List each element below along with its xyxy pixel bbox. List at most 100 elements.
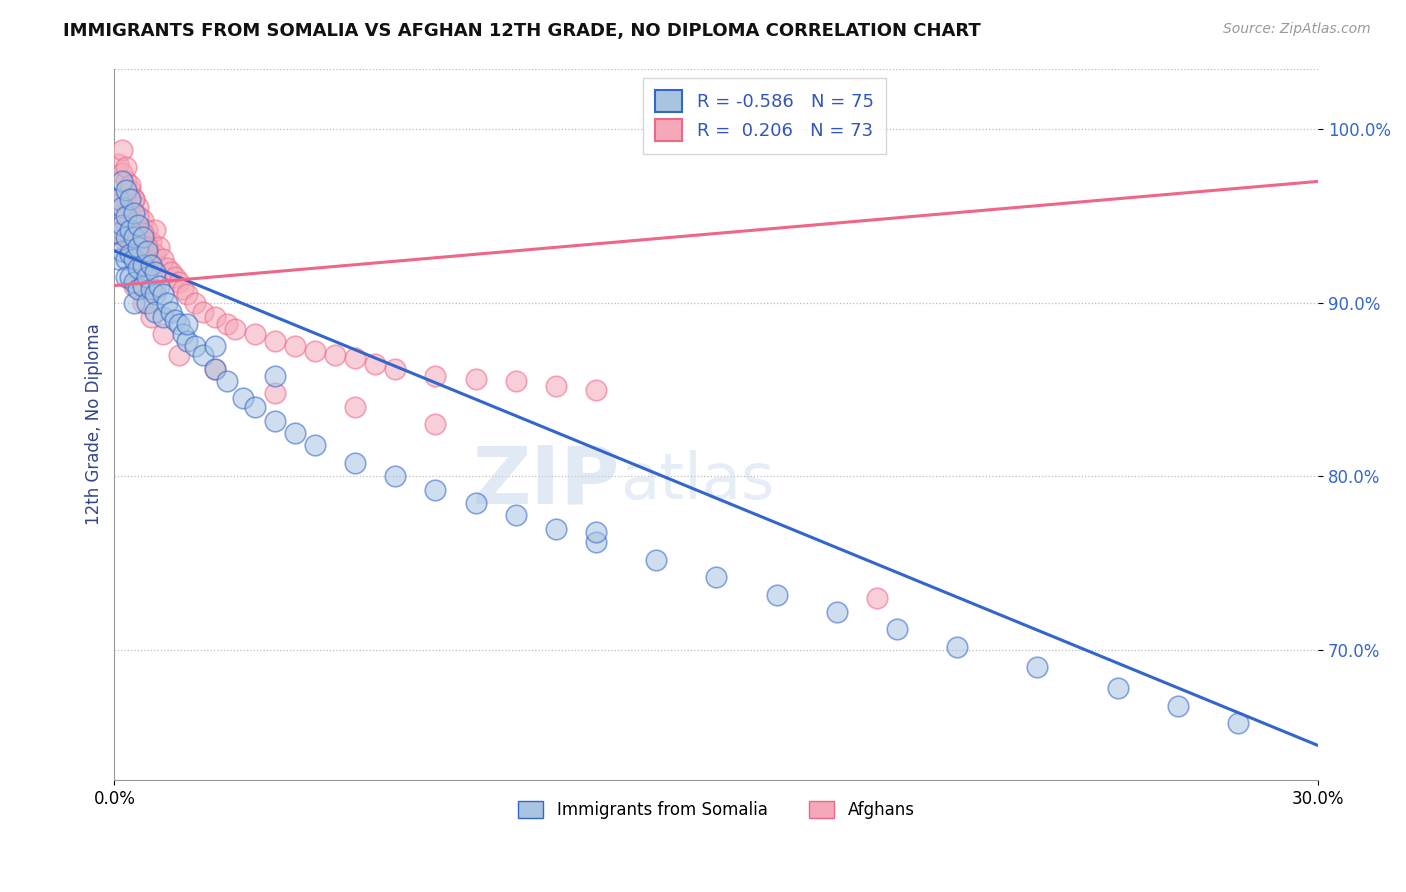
Point	[127, 261, 149, 276]
Point	[127, 201, 149, 215]
Point	[167, 317, 190, 331]
Point	[107, 192, 129, 206]
Point	[765, 588, 787, 602]
Point	[131, 212, 153, 227]
Point	[264, 386, 287, 401]
Point	[107, 252, 129, 267]
Point	[143, 287, 166, 301]
Point	[111, 218, 134, 232]
Point	[131, 296, 153, 310]
Point	[143, 265, 166, 279]
Point	[204, 362, 226, 376]
Point	[585, 383, 607, 397]
Y-axis label: 12th Grade, No Diploma: 12th Grade, No Diploma	[86, 324, 103, 525]
Point	[120, 223, 142, 237]
Point	[264, 334, 287, 348]
Point	[364, 357, 387, 371]
Point	[344, 351, 367, 366]
Text: ZIP: ZIP	[472, 442, 620, 520]
Point	[585, 535, 607, 549]
Point	[111, 201, 134, 215]
Point	[124, 247, 146, 261]
Point	[384, 362, 406, 376]
Point	[115, 269, 138, 284]
Point	[124, 223, 146, 237]
Point	[127, 282, 149, 296]
Point	[148, 240, 170, 254]
Point	[163, 313, 186, 327]
Point	[148, 278, 170, 293]
Point	[111, 195, 134, 210]
Point	[152, 310, 174, 324]
Point	[124, 278, 146, 293]
Text: Source: ZipAtlas.com: Source: ZipAtlas.com	[1223, 22, 1371, 37]
Point	[120, 192, 142, 206]
Point	[825, 605, 848, 619]
Point	[344, 400, 367, 414]
Point	[115, 183, 138, 197]
Point	[284, 339, 307, 353]
Point	[172, 282, 194, 296]
Point	[127, 209, 149, 223]
Point	[131, 278, 153, 293]
Point	[107, 157, 129, 171]
Point	[124, 192, 146, 206]
Point	[425, 368, 447, 383]
Point	[115, 230, 138, 244]
Point	[131, 258, 153, 272]
Point	[866, 591, 889, 605]
Point	[120, 247, 142, 261]
Point	[204, 362, 226, 376]
Point	[224, 322, 246, 336]
Point	[120, 269, 142, 284]
Point	[159, 265, 181, 279]
Point	[232, 392, 254, 406]
Point	[115, 218, 138, 232]
Point	[135, 296, 157, 310]
Point	[645, 553, 668, 567]
Point	[124, 205, 146, 219]
Point	[204, 339, 226, 353]
Point	[172, 327, 194, 342]
Point	[163, 269, 186, 284]
Point	[425, 417, 447, 432]
Point	[143, 304, 166, 318]
Point	[585, 524, 607, 539]
Point	[127, 218, 149, 232]
Point	[120, 212, 142, 227]
Text: atlas: atlas	[620, 450, 775, 512]
Point	[135, 240, 157, 254]
Point	[505, 508, 527, 522]
Point	[143, 247, 166, 261]
Point	[155, 296, 177, 310]
Point	[111, 143, 134, 157]
Point	[176, 334, 198, 348]
Point	[304, 344, 326, 359]
Point	[464, 495, 486, 509]
Point	[323, 348, 346, 362]
Point	[115, 161, 138, 175]
Point	[107, 227, 129, 241]
Point	[139, 282, 162, 296]
Point	[191, 304, 214, 318]
Point	[544, 522, 567, 536]
Point	[152, 252, 174, 267]
Point	[204, 310, 226, 324]
Point	[120, 240, 142, 254]
Point	[111, 244, 134, 258]
Point	[127, 258, 149, 272]
Point	[131, 227, 153, 241]
Point	[425, 483, 447, 498]
Point	[143, 282, 166, 296]
Point	[139, 258, 162, 272]
Point	[111, 166, 134, 180]
Point	[107, 192, 129, 206]
Point	[155, 261, 177, 276]
Point	[191, 348, 214, 362]
Point	[115, 252, 138, 267]
Point	[139, 235, 162, 249]
Point	[464, 372, 486, 386]
Point	[384, 469, 406, 483]
Point	[127, 230, 149, 244]
Point	[1107, 681, 1129, 696]
